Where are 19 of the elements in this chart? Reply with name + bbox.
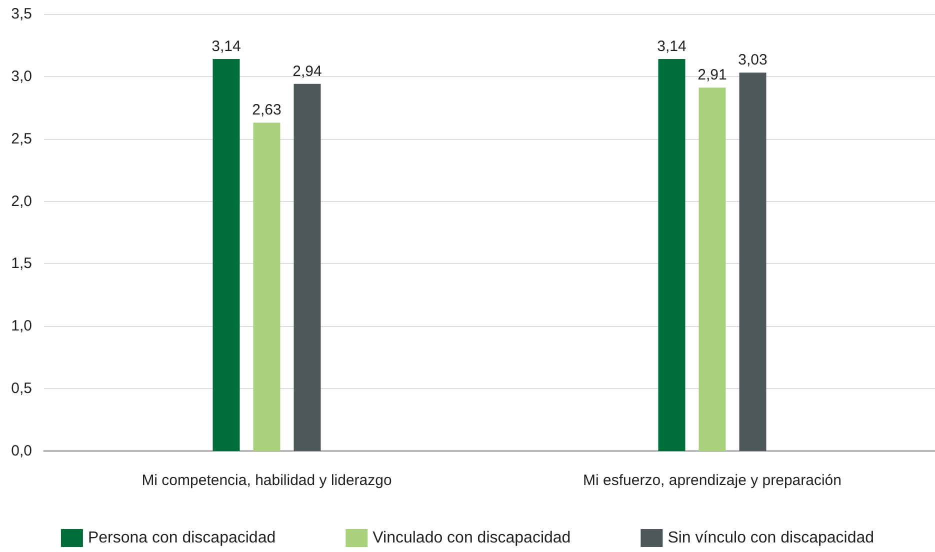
data-label: 3,14 [657,38,686,55]
legend-label: Vinculado con discapacidad [372,530,571,546]
y-tick-label: 3,5 [11,6,32,22]
y-tick-label: 0,0 [11,442,32,460]
legend-label: Persona con discapacidad [88,530,276,546]
data-label: 2,94 [292,62,322,80]
data-label: 2,63 [252,102,282,119]
y-tick-label: 1,0 [11,318,32,335]
y-tick-label: 2,5 [11,130,32,148]
data-label: 3,03 [738,52,768,69]
data-label: 2,91 [698,66,727,84]
y-tick-label: 0,5 [11,380,32,398]
y-tick-label: 1,5 [11,255,32,272]
data-label: 3,14 [212,38,241,55]
y-tick-label: 2,0 [11,192,32,210]
x-tick-label: Mi esfuerzo, aprendizaje y preparación [583,472,842,489]
legend-label: Sin vínculo con discapacidad [668,530,874,546]
y-tick-label: 3,0 [11,68,32,85]
x-tick-label: Mi competencia, habilidad y liderazgo [142,472,392,489]
